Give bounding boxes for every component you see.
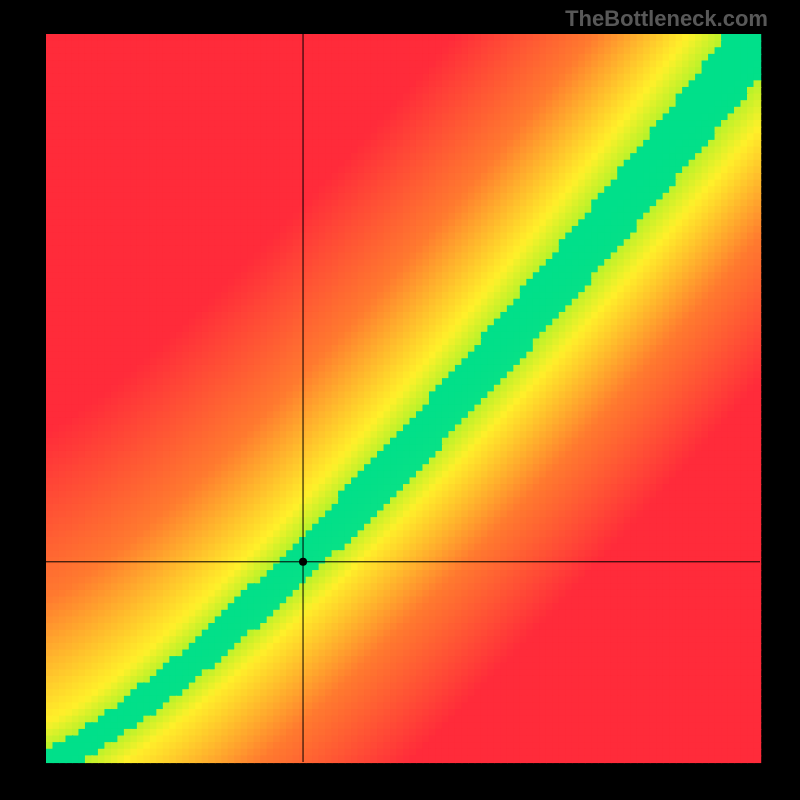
bottleneck-heatmap xyxy=(0,0,800,800)
watermark-text: TheBottleneck.com xyxy=(565,6,768,32)
chart-container: { "watermark": { "text": "TheBottleneck.… xyxy=(0,0,800,800)
